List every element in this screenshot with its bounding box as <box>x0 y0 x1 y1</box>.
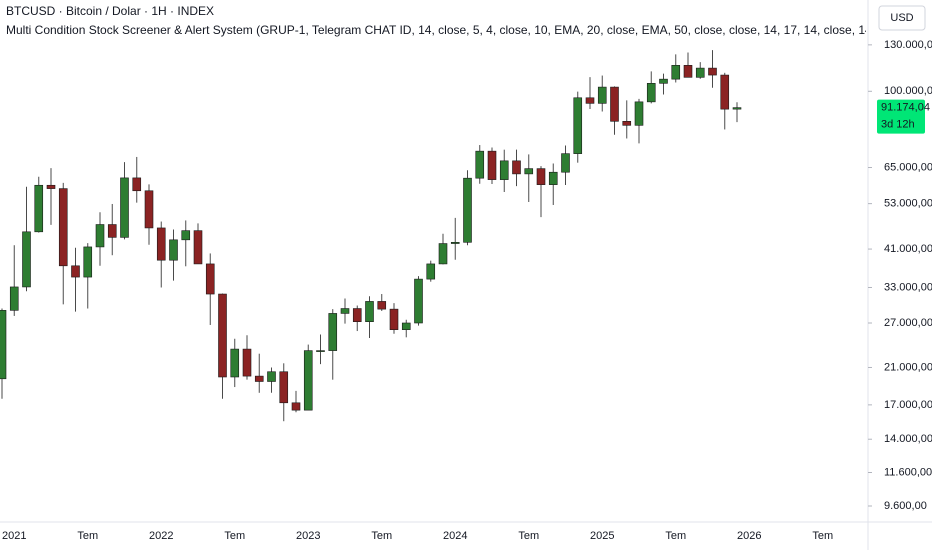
candle-body <box>634 101 644 126</box>
candle-body <box>230 348 240 378</box>
candle-body <box>120 177 129 238</box>
candle-body <box>720 74 730 110</box>
candle-body <box>9 286 19 311</box>
candle-body <box>585 97 595 104</box>
currency-button[interactable] <box>878 5 926 31</box>
x-tick-label: 2022 <box>149 530 173 542</box>
y-tick-label: 65.000,00 <box>884 161 932 173</box>
y-tick-label: 27.000,00 <box>884 317 932 329</box>
x-tick-label: Tem <box>77 530 98 542</box>
candle-body <box>708 67 717 76</box>
y-tick-label: 130.000,00 <box>884 39 932 51</box>
last-price-box <box>877 99 925 134</box>
candle-body <box>316 350 325 352</box>
y-tick-label: 100.000,00 <box>884 85 932 97</box>
candle-body <box>401 322 411 330</box>
countdown: 3d 12h <box>881 119 915 131</box>
candle-body <box>291 402 301 411</box>
candle-body <box>156 227 166 261</box>
candle-body <box>365 301 374 322</box>
x-tick-label: 2024 <box>443 530 467 542</box>
candle-body <box>573 97 583 154</box>
candle-body <box>144 190 154 229</box>
candle-body <box>377 301 387 310</box>
x-tick-label: Tem <box>224 530 245 542</box>
candle-body <box>71 265 80 278</box>
candle-body <box>340 308 350 314</box>
candle-body <box>34 184 44 233</box>
candle-body <box>22 231 31 288</box>
candle-body <box>254 375 264 382</box>
y-tick-label: 21.000,00 <box>884 361 932 373</box>
last-price: 91.174,04 <box>881 102 930 114</box>
candle-body <box>536 168 546 185</box>
candle-body <box>352 308 362 322</box>
candle-body <box>205 263 215 295</box>
candle-body <box>450 241 460 244</box>
candle-body <box>267 371 276 382</box>
y-tick-label: 33.000,00 <box>884 281 932 293</box>
candle-body <box>671 65 681 80</box>
candle-body <box>328 313 338 351</box>
y-tick-label: 14.000,00 <box>884 433 932 445</box>
candle-body <box>438 243 448 265</box>
x-tick-label: 2023 <box>296 530 320 542</box>
candle-body <box>499 160 509 180</box>
candle-body <box>0 310 7 380</box>
candle-body <box>303 350 313 411</box>
candle-body <box>475 150 485 179</box>
candle-body <box>659 78 668 84</box>
candle-body <box>193 230 203 265</box>
candle-body <box>646 83 656 103</box>
candle-body <box>487 150 497 180</box>
candle-body <box>46 184 56 189</box>
candle-body <box>95 224 105 248</box>
y-tick-label: 41.000,00 <box>884 243 932 255</box>
x-tick-label: Tem <box>518 530 539 542</box>
candle-body <box>548 171 558 185</box>
candle-body <box>181 230 191 241</box>
candle-body <box>524 168 534 175</box>
candle-body <box>597 86 607 104</box>
y-tick-label: 9.600,00 <box>884 500 927 512</box>
candle-body <box>107 224 117 238</box>
axes: 130.000,00 100.000,00 65.000,00 53.000,00 41… <box>2 39 932 542</box>
chart-title: BTCUSD · Bitcoin / Dolar · 1H · INDEX <box>6 4 214 18</box>
indicator-name[interactable]: Multi Condition Stock Screener & Alert S… <box>6 23 932 37</box>
candle-body <box>279 371 289 404</box>
candle-body <box>512 160 521 175</box>
x-tick-label: Tem <box>371 530 392 542</box>
candle-body <box>695 67 705 78</box>
candle-body <box>58 188 68 267</box>
candle-body <box>622 120 632 126</box>
candle-body <box>463 177 472 243</box>
x-tick-label: 2025 <box>590 530 614 542</box>
candle-body <box>218 293 227 378</box>
x-tick-label: Tem <box>665 530 686 542</box>
candle-body <box>426 263 436 280</box>
candle-body <box>683 65 693 78</box>
candle-body <box>169 239 178 261</box>
candle-body <box>561 153 570 173</box>
candle-body <box>132 177 142 192</box>
x-tick-label: 2021 <box>2 530 26 542</box>
x-tick-label: 2026 <box>737 530 761 542</box>
candle-body <box>732 107 742 110</box>
candle-body <box>83 246 93 278</box>
x-tick-label: Tem <box>812 530 833 542</box>
candle-body <box>389 308 399 330</box>
y-tick-label: 11.600,00 <box>884 466 932 478</box>
currency[interactable]: USD <box>890 12 913 24</box>
y-tick-label: 53.000,00 <box>884 198 932 210</box>
candle-body <box>414 278 423 324</box>
plot-area <box>0 50 742 422</box>
candle-body <box>610 86 619 122</box>
y-tick-label: 17.000,00 <box>884 399 932 411</box>
candle-body <box>242 348 252 377</box>
